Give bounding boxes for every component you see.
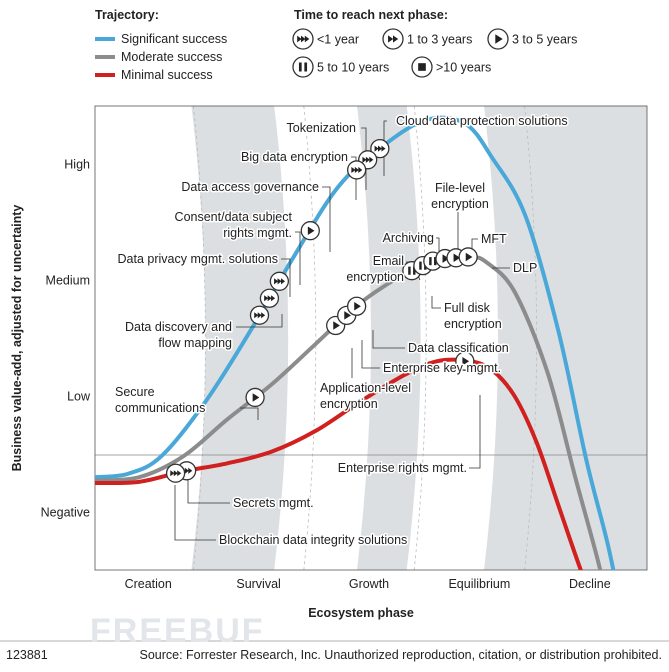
leader-line-full-disk-encryption — [431, 296, 441, 309]
legend-trajectory-significant: Significant success — [95, 32, 227, 46]
tech-label-enterprise-rights-mgmt: Enterprise rights mgmt. — [338, 461, 467, 475]
x-category-label: Growth — [349, 577, 389, 591]
time-symbol-1to3 — [382, 28, 404, 50]
phase-band-shade — [483, 106, 647, 570]
y-axis-label: Business value-add, adjusted for uncerta… — [10, 205, 24, 472]
tech-label-file-level-encryption: File-level encryption — [431, 181, 489, 211]
marker-data-discovery-and-flow-mapping — [249, 305, 270, 325]
legend: Trajectory: Significant success Moderate… — [95, 8, 577, 82]
y-level-label: Negative — [41, 506, 90, 520]
legend-trajectory-title: Trajectory: — [95, 8, 159, 22]
marker-secure-communications — [245, 387, 265, 408]
legend-time-lt1: <1 year — [292, 28, 359, 50]
legend-time-title: Time to reach next phase: — [294, 8, 448, 22]
tech-label-application-level-encryption: Application-level encryption — [320, 381, 411, 411]
svg-text:Moderate success: Moderate success — [121, 50, 222, 64]
legend-time-label: 3 to 5 years — [512, 33, 577, 47]
leader-line-data-privacy-mgmt-solutions — [281, 258, 291, 297]
marker-consent-data-subject-rights-mgmt — [269, 271, 290, 291]
plot-frame — [94, 105, 648, 571]
legend-time-label: >10 years — [436, 61, 491, 75]
source-note: Source: Forrester Research, Inc. Unautho… — [140, 648, 663, 662]
leader-line-data-classification — [372, 330, 405, 349]
tech-label-tokenization: Tokenization — [287, 121, 357, 135]
phase-band-shade — [357, 106, 421, 570]
figure-id: 123881 — [6, 648, 48, 662]
marker-dlp — [458, 247, 478, 267]
y-axis-levels: Negative Low Medium High — [41, 158, 91, 520]
tech-label-consent-data-subject-rights-mgmt: Consent/data subject rights mgmt. — [175, 210, 293, 240]
marker-big-data-encryption — [346, 160, 367, 180]
series-line-significant — [95, 115, 616, 570]
x-category-label: Equilibrium — [448, 577, 510, 591]
leader-line-data-discovery-and-flow-mapping — [236, 314, 283, 328]
x-category-label: Decline — [569, 577, 611, 591]
leader-line-enterprise-rights-mgmt — [469, 395, 481, 469]
legend-time-label: 5 to 10 years — [317, 61, 389, 75]
marker-enterprise-rights-mgmt — [455, 351, 475, 371]
legend-time-label: 1 to 3 years — [407, 33, 472, 47]
tech-label-data-access-governance: Data access governance — [181, 180, 319, 194]
tech-label-secure-communications: Secure communications — [115, 385, 205, 415]
legend-time-3to5: 3 to 5 years — [487, 28, 577, 50]
leader-line-big-data-encryption — [351, 156, 357, 200]
series-line-minimal — [95, 357, 583, 570]
marker-cloud-data-protection-solutions — [370, 138, 390, 159]
plot-area: Cloud data protection solutions Tokenizat… — [94, 105, 648, 571]
leader-line-secure-communications — [240, 407, 259, 420]
leader-line-data-access-governance — [322, 186, 331, 252]
watermark: FREEBUF — [90, 612, 265, 650]
legend-trajectory-moderate: Moderate success — [95, 50, 222, 64]
tech-label-email-encryption: Email encryption — [346, 254, 404, 284]
legend-time-gt10: >10 years — [411, 56, 491, 78]
x-axis-label: Ecosystem phase — [308, 606, 414, 620]
time-symbol-3to5 — [487, 28, 509, 50]
marker-blockchain-data-integrity-solutions — [165, 463, 186, 483]
tech-label-full-disk-encryption: Full disk encryption — [444, 301, 502, 331]
leader-line-enterprise-key-mgmt — [361, 340, 380, 369]
legend-trajectory-minimal: Minimal success — [95, 68, 213, 82]
tech-label-enterprise-key-mgmt: Enterprise key mgmt. — [383, 361, 501, 375]
tech-label-mft: MFT — [481, 232, 507, 246]
leader-line-cloud-data-protection-solutions — [383, 120, 387, 176]
y-level-label: Medium — [46, 274, 90, 288]
leader-line-blockchain-data-integrity-solutions — [174, 485, 216, 541]
leader-line-secrets-mgmt — [187, 480, 230, 504]
y-level-label: Low — [67, 390, 91, 404]
tech-label-archiving: Archiving — [383, 231, 434, 245]
time-symbol-5to10 — [292, 56, 314, 78]
marker-data-access-governance — [300, 221, 320, 241]
tech-label-dlp: DLP — [513, 261, 537, 275]
tech-label-data-privacy-mgmt-solutions: Data privacy mgmt. solutions — [118, 252, 278, 266]
leader-line-consent-data-subject-rights-mgmt — [295, 231, 301, 285]
y-level-label: High — [64, 158, 90, 172]
x-category-label: Survival — [236, 577, 280, 591]
x-category-label: Creation — [125, 577, 172, 591]
tech-label-big-data-encryption: Big data encryption — [241, 150, 348, 164]
legend-time-5to10: 5 to 10 years — [292, 56, 389, 78]
svg-text:Significant success: Significant success — [121, 32, 227, 46]
marker-data-privacy-mgmt-solutions — [259, 288, 280, 308]
time-symbol-gt10 — [411, 56, 433, 78]
svg-text:Minimal success: Minimal success — [121, 68, 213, 82]
tech-label-secrets-mgmt: Secrets mgmt. — [233, 496, 314, 510]
legend-time-1to3: 1 to 3 years — [382, 28, 472, 50]
marker-data-classification — [346, 296, 367, 316]
tech-label-cloud-data-protection-solutions: Cloud data protection solutions — [396, 114, 568, 128]
tech-label-blockchain-data-integrity-solutions: Blockchain data integrity solutions — [219, 533, 407, 547]
tech-label-data-classification: Data classification — [408, 341, 509, 355]
time-symbol-lt1 — [292, 28, 314, 50]
x-axis-categories: Creation Survival Growth Equilibrium Decline — [125, 577, 611, 591]
legend-time-label: <1 year — [317, 33, 359, 47]
tech-label-data-discovery-and-flow-mapping: Data discovery and flow mapping — [125, 320, 232, 350]
